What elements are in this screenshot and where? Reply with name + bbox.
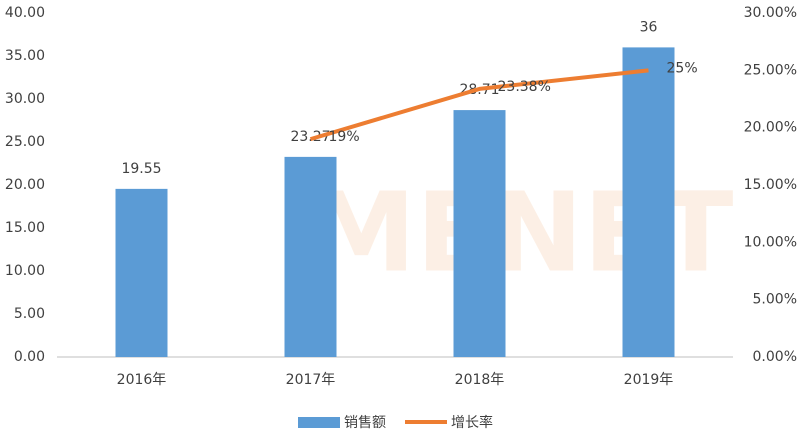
y2-tick-label: 25.00% [744, 62, 797, 78]
legend-label: 销售额 [344, 415, 386, 431]
x-tick-label: 2019年 [624, 372, 674, 388]
y-tick-label: 30.00 [5, 91, 45, 107]
x-tick-label: 2017年 [286, 372, 336, 388]
y-tick-label: 35.00 [5, 48, 45, 64]
line-value-label: 23.38% [498, 79, 551, 95]
legend-label: 增长率 [451, 414, 493, 431]
y2-tick-label: 30.00% [744, 5, 797, 21]
line [309, 68, 649, 142]
y2-tick-label: 5.00% [753, 292, 797, 308]
x-tick-label: 2016年 [117, 372, 167, 388]
y-tick-label: 20.00 [5, 177, 45, 193]
bar-value-label: 23.27 [290, 129, 330, 145]
y-tick-label: 10.00 [5, 263, 45, 279]
y-tick-label: 15.00 [5, 220, 45, 236]
y2-tick-label: 20.00% [744, 120, 797, 136]
bar [115, 188, 168, 357]
bar [622, 47, 675, 358]
bar [284, 156, 337, 357]
bar-value-label: 36 [640, 19, 658, 35]
y-tick-label: 40.00 [5, 5, 45, 21]
y2-tick-label: 0.00% [753, 349, 797, 365]
y-tick-label: 25.00 [5, 134, 45, 150]
bar-value-label: 19.55 [121, 161, 161, 177]
x-tick-label: 2018年 [455, 372, 505, 388]
bar [453, 110, 506, 358]
y-tick-label: 0.00 [14, 349, 45, 365]
y2-tick-label: 10.00% [744, 234, 797, 250]
y2-tick-label: 15.00% [744, 177, 797, 193]
line-value-label: 25% [667, 60, 698, 76]
legend-swatch [298, 417, 340, 428]
line-value-label: 19% [329, 129, 360, 145]
y-tick-label: 5.00 [14, 306, 45, 322]
